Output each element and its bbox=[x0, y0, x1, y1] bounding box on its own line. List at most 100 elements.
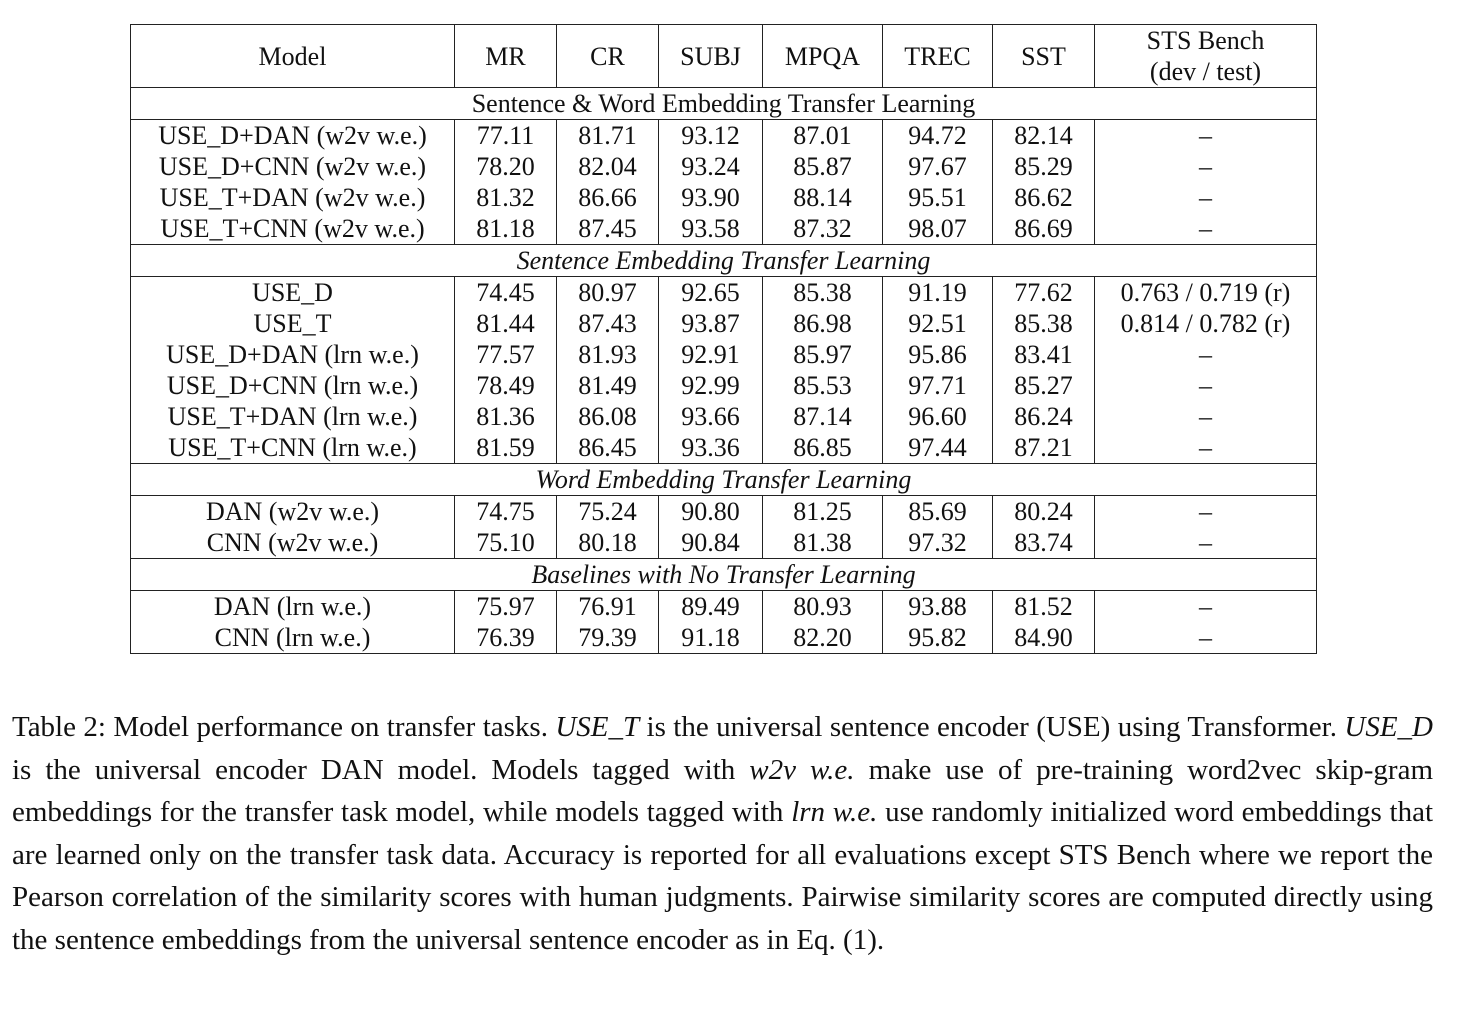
score-cell: – bbox=[1094, 622, 1317, 654]
header-mr: MR bbox=[454, 24, 557, 88]
table-caption: Table 2: Model performance on transfer t… bbox=[12, 706, 1433, 961]
score-cell: – bbox=[1094, 119, 1317, 151]
caption-em-use-t: USE_T bbox=[555, 711, 640, 743]
section-header-row: Baselines with No Transfer Learning bbox=[130, 558, 1317, 591]
score-cell: 81.44 bbox=[454, 308, 557, 339]
model-name-cell: DAN (w2v w.e.) bbox=[130, 495, 455, 527]
score-cell: 85.87 bbox=[762, 151, 883, 182]
score-cell: 86.24 bbox=[992, 401, 1095, 432]
score-cell: 97.67 bbox=[882, 151, 993, 182]
header-sst: SST bbox=[992, 24, 1095, 88]
score-cell: 97.32 bbox=[882, 527, 993, 559]
table-row: DAN (w2v w.e.) 74.75 75.24 90.80 81.25 85.69 8… bbox=[130, 495, 1317, 527]
model-name-cell: USE_T+DAN (lrn w.e.) bbox=[130, 401, 455, 432]
caption-text-2: is the universal sentence encoder (USE) … bbox=[639, 711, 1345, 743]
table-row: USE_D+CNN (lrn w.e.) 78.49 81.49 92.99 85.53… bbox=[130, 370, 1317, 401]
score-cell: – bbox=[1094, 182, 1317, 213]
section-header-row: Word Embedding Transfer Learning bbox=[130, 463, 1317, 496]
score-cell: – bbox=[1094, 213, 1317, 245]
score-cell: 81.18 bbox=[454, 213, 557, 245]
header-mpqa: MPQA bbox=[762, 24, 883, 88]
score-cell: 92.99 bbox=[658, 370, 763, 401]
score-cell: 77.62 bbox=[992, 276, 1095, 308]
score-cell: 96.60 bbox=[882, 401, 993, 432]
score-cell: 81.71 bbox=[556, 119, 659, 151]
table-row: USE_T+DAN (w2v w.e.) 81.32 86.66 93.90 88.14… bbox=[130, 182, 1317, 213]
model-name-cell: USE_D+CNN (w2v w.e.) bbox=[130, 151, 455, 182]
section-title: Sentence Embedding Transfer Learning bbox=[130, 244, 1317, 277]
score-cell: 74.75 bbox=[454, 495, 557, 527]
score-cell: 77.11 bbox=[454, 119, 557, 151]
score-cell: 87.01 bbox=[762, 119, 883, 151]
score-cell: 86.98 bbox=[762, 308, 883, 339]
table-row: USE_D+CNN (w2v w.e.) 78.20 82.04 93.24 85.87… bbox=[130, 151, 1317, 182]
score-cell: 82.20 bbox=[762, 622, 883, 654]
score-cell: 85.97 bbox=[762, 339, 883, 370]
score-cell: 83.74 bbox=[992, 527, 1095, 559]
score-cell: 78.49 bbox=[454, 370, 557, 401]
score-cell: 95.82 bbox=[882, 622, 993, 654]
score-cell: 92.51 bbox=[882, 308, 993, 339]
score-cell: 85.38 bbox=[762, 276, 883, 308]
score-cell: 74.45 bbox=[454, 276, 557, 308]
score-cell: 86.62 bbox=[992, 182, 1095, 213]
score-cell: – bbox=[1094, 432, 1317, 464]
table-row: USE_T+CNN (w2v w.e.) 81.18 87.45 93.58 87.32… bbox=[130, 213, 1317, 245]
section-title: Sentence & Word Embedding Transfer Learn… bbox=[130, 87, 1317, 120]
score-cell: 95.86 bbox=[882, 339, 993, 370]
caption-text-5: use randomly initialized word embeddings… bbox=[12, 796, 1433, 956]
score-cell: 84.90 bbox=[992, 622, 1095, 654]
score-cell: 81.59 bbox=[454, 432, 557, 464]
score-cell: 89.49 bbox=[658, 590, 763, 622]
model-name-cell: DAN (lrn w.e.) bbox=[130, 590, 455, 622]
results-table: Model MR CR SUBJ MPQA TREC SST STS Bench… bbox=[130, 24, 1317, 654]
score-cell: 81.52 bbox=[992, 590, 1095, 622]
table-row: USE_T+CNN (lrn w.e.) 81.59 86.45 93.36 86.85… bbox=[130, 432, 1317, 464]
score-cell: – bbox=[1094, 401, 1317, 432]
score-cell: 91.19 bbox=[882, 276, 993, 308]
score-cell: 75.97 bbox=[454, 590, 557, 622]
score-cell: – bbox=[1094, 339, 1317, 370]
score-cell: 79.39 bbox=[556, 622, 659, 654]
table-row: USE_T 81.44 87.43 93.87 86.98 92.51 85.38 0.814… bbox=[130, 308, 1317, 339]
score-cell: 90.80 bbox=[658, 495, 763, 527]
score-cell: 85.38 bbox=[992, 308, 1095, 339]
score-cell: 93.12 bbox=[658, 119, 763, 151]
score-cell: 97.44 bbox=[882, 432, 993, 464]
score-cell: 75.10 bbox=[454, 527, 557, 559]
caption-text-1: Table 2: Model performance on transfer t… bbox=[12, 711, 556, 743]
score-cell: 86.08 bbox=[556, 401, 659, 432]
score-cell: 93.87 bbox=[658, 308, 763, 339]
model-name-cell: USE_D+DAN (lrn w.e.) bbox=[130, 339, 455, 370]
score-cell: 86.66 bbox=[556, 182, 659, 213]
score-cell: 93.58 bbox=[658, 213, 763, 245]
score-cell: 81.49 bbox=[556, 370, 659, 401]
score-cell: 81.32 bbox=[454, 182, 557, 213]
score-cell: – bbox=[1094, 151, 1317, 182]
score-cell: 0.814 / 0.782 (r) bbox=[1094, 308, 1317, 339]
score-cell: – bbox=[1094, 527, 1317, 559]
model-name-cell: USE_D bbox=[130, 276, 455, 308]
model-name-cell: USE_T+CNN (lrn w.e.) bbox=[130, 432, 455, 464]
score-cell: 92.91 bbox=[658, 339, 763, 370]
score-cell: 93.24 bbox=[658, 151, 763, 182]
table-row: DAN (lrn w.e.) 75.97 76.91 89.49 80.93 93.88 8… bbox=[130, 590, 1317, 622]
model-name-cell: USE_T+CNN (w2v w.e.) bbox=[130, 213, 455, 245]
score-cell: 80.24 bbox=[992, 495, 1095, 527]
model-name-cell: CNN (lrn w.e.) bbox=[130, 622, 455, 654]
table-row: USE_D 74.45 80.97 92.65 85.38 91.19 77.62 0.763… bbox=[130, 276, 1317, 308]
score-cell: 85.69 bbox=[882, 495, 993, 527]
section-header-row: Sentence & Word Embedding Transfer Learn… bbox=[130, 87, 1317, 120]
section-title: Word Embedding Transfer Learning bbox=[130, 463, 1317, 496]
score-cell: 85.29 bbox=[992, 151, 1095, 182]
score-cell: 86.85 bbox=[762, 432, 883, 464]
header-subj: SUBJ bbox=[658, 24, 763, 88]
score-cell: 98.07 bbox=[882, 213, 993, 245]
score-cell: 76.39 bbox=[454, 622, 557, 654]
header-row: Model MR CR SUBJ MPQA TREC SST STS Bench… bbox=[130, 24, 1317, 88]
model-name-cell: USE_D+DAN (w2v w.e.) bbox=[130, 119, 455, 151]
score-cell: 93.36 bbox=[658, 432, 763, 464]
caption-text-3: is the universal encoder DAN model. Mode… bbox=[12, 753, 750, 786]
score-cell: 95.51 bbox=[882, 182, 993, 213]
score-cell: 81.25 bbox=[762, 495, 883, 527]
